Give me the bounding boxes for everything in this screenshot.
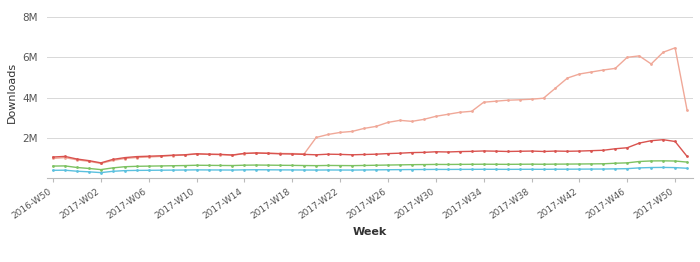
stylus — [683, 167, 692, 170]
Line: postcss: postcss — [52, 46, 689, 165]
postcss — [444, 113, 452, 116]
node-sass — [407, 151, 416, 154]
postcss — [300, 152, 309, 155]
postcss — [407, 120, 416, 123]
less — [683, 161, 692, 164]
node-sass — [432, 150, 440, 153]
less — [169, 164, 177, 167]
postcss — [432, 115, 440, 118]
node-sass — [491, 150, 500, 153]
postcss — [49, 157, 57, 160]
stylus — [49, 169, 57, 172]
less — [407, 163, 416, 166]
stylus — [444, 168, 452, 171]
stylus — [659, 166, 667, 169]
node-sass — [659, 138, 667, 141]
postcss — [671, 46, 679, 50]
Line: node-sass: node-sass — [52, 138, 689, 164]
stylus — [407, 168, 416, 171]
Line: less: less — [52, 160, 689, 171]
less — [300, 164, 309, 167]
less — [659, 159, 667, 162]
postcss — [491, 100, 500, 103]
less — [49, 165, 57, 168]
postcss — [683, 108, 692, 112]
stylus — [169, 168, 177, 172]
node-sass — [169, 154, 177, 157]
less — [444, 163, 452, 166]
stylus — [300, 168, 309, 172]
node-sass — [300, 153, 309, 156]
stylus — [491, 168, 500, 171]
postcss — [97, 162, 105, 165]
node-sass — [683, 155, 692, 158]
node-sass — [49, 155, 57, 159]
postcss — [169, 154, 177, 157]
Line: stylus: stylus — [52, 166, 689, 174]
less — [432, 163, 440, 166]
stylus — [432, 168, 440, 171]
X-axis label: Week: Week — [353, 227, 387, 237]
stylus — [97, 171, 105, 174]
node-sass — [444, 150, 452, 154]
less — [491, 163, 500, 166]
less — [97, 168, 105, 171]
Y-axis label: Downloads: Downloads — [7, 62, 17, 123]
node-sass — [97, 161, 105, 165]
